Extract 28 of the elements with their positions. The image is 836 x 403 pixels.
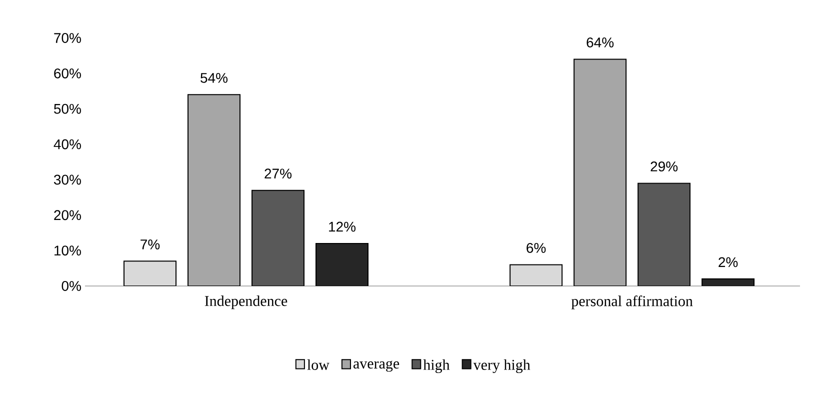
bar xyxy=(702,278,755,286)
data-label: 27% xyxy=(264,168,292,178)
y-tick-label: 40% xyxy=(54,139,81,150)
data-label: 29% xyxy=(650,161,678,172)
y-tick-label: 50% xyxy=(54,104,81,114)
y-tick-label: 10% xyxy=(54,246,81,256)
legend-label: very high xyxy=(473,359,530,374)
legend-label: average xyxy=(354,360,400,372)
data-label: 54% xyxy=(200,72,228,83)
data-label: 7% xyxy=(140,240,160,250)
data-label: 6% xyxy=(526,242,546,253)
legend-label: high xyxy=(423,359,450,374)
bar xyxy=(510,264,563,286)
bar xyxy=(251,190,304,286)
y-tick-label: 20% xyxy=(54,210,81,220)
y-tick-label: 60% xyxy=(54,68,81,78)
bar xyxy=(315,242,368,286)
x-tick-label: personal affirmation xyxy=(571,296,693,310)
y-tick-label: 70% xyxy=(54,33,81,43)
y-tick-label: 0% xyxy=(62,281,81,291)
bar xyxy=(123,260,176,286)
data-label: 12% xyxy=(329,222,356,232)
y-tick-label: 30% xyxy=(54,174,81,185)
data-label: 2% xyxy=(718,257,738,268)
legend-label: low xyxy=(307,359,330,370)
data-label: 64% xyxy=(586,37,614,48)
x-tick-label: Independence xyxy=(204,296,288,310)
bar xyxy=(638,182,691,286)
